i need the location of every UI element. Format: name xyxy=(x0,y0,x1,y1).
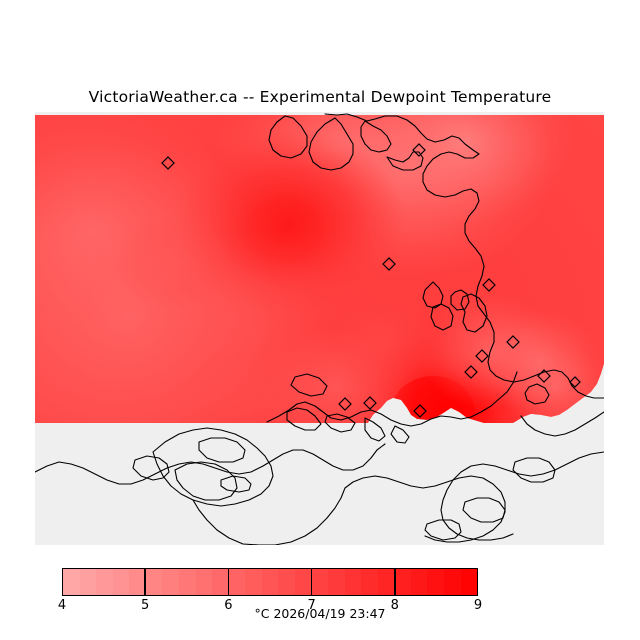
colorbar-tick xyxy=(144,568,146,596)
colorbar-band xyxy=(278,569,295,595)
colorbar-tick-label: 4 xyxy=(57,598,67,613)
map-canvas xyxy=(35,113,604,545)
colorbar-band xyxy=(228,569,246,595)
colorbar-band xyxy=(377,569,395,595)
colorbar-band xyxy=(96,569,113,595)
colorbar-band xyxy=(178,569,196,595)
station-marker[interactable] xyxy=(475,349,489,363)
colorbar-band xyxy=(328,569,345,595)
colorbar-tick-label: 8 xyxy=(390,598,399,613)
colorbar-tick-label: 5 xyxy=(141,598,150,613)
colorbar: 4 5 6 7 8 9 xyxy=(58,568,482,613)
station-marker[interactable] xyxy=(569,376,581,388)
colorbar-band xyxy=(112,569,130,595)
colorbar-band xyxy=(245,569,262,595)
colorbar-band xyxy=(394,569,411,595)
station-marker[interactable] xyxy=(482,278,496,292)
colorbar-band xyxy=(361,569,378,595)
colorbar-tick-label: 9 xyxy=(473,598,483,613)
colorbar-band xyxy=(212,569,229,595)
colorbar-band xyxy=(63,569,80,595)
station-marker[interactable] xyxy=(338,397,352,411)
colorbar-band xyxy=(195,569,213,595)
colorbar-band xyxy=(162,569,179,595)
station-marker[interactable] xyxy=(506,335,520,349)
colorbar-tick xyxy=(227,568,230,596)
colorbar-band xyxy=(261,569,279,595)
station-marker[interactable] xyxy=(382,257,396,271)
colorbar-tick xyxy=(310,568,313,596)
station-marker[interactable] xyxy=(464,365,478,379)
coastlines xyxy=(35,113,604,545)
colorbar-tick-label: 7 xyxy=(307,598,316,613)
colorbar-band xyxy=(427,569,444,595)
colorbar-band xyxy=(410,569,428,595)
colorbar-band xyxy=(129,569,146,595)
colorbar-band xyxy=(145,569,163,595)
colorbar-band xyxy=(79,569,97,595)
colorbar-band xyxy=(294,569,312,595)
colorbar-tick-label: 6 xyxy=(224,598,233,613)
station-marker[interactable] xyxy=(363,396,377,410)
station-marker[interactable] xyxy=(537,369,551,383)
map-panel[interactable] xyxy=(35,112,604,545)
colorbar-band xyxy=(443,569,461,595)
colorbar-band xyxy=(460,569,478,595)
colorbar-band xyxy=(344,569,362,595)
station-markers[interactable] xyxy=(161,143,581,418)
station-marker[interactable] xyxy=(412,143,426,157)
station-marker[interactable] xyxy=(161,156,175,170)
colorbar-band xyxy=(311,569,328,595)
colorbar-caption: °C 2026/04/19 23:47 xyxy=(254,606,386,621)
colorbar-gradient xyxy=(62,568,478,596)
colorbar-tick xyxy=(394,568,396,596)
station-marker[interactable] xyxy=(413,404,427,418)
page-title: VictoriaWeather.ca -- Experimental Dewpo… xyxy=(88,88,552,106)
